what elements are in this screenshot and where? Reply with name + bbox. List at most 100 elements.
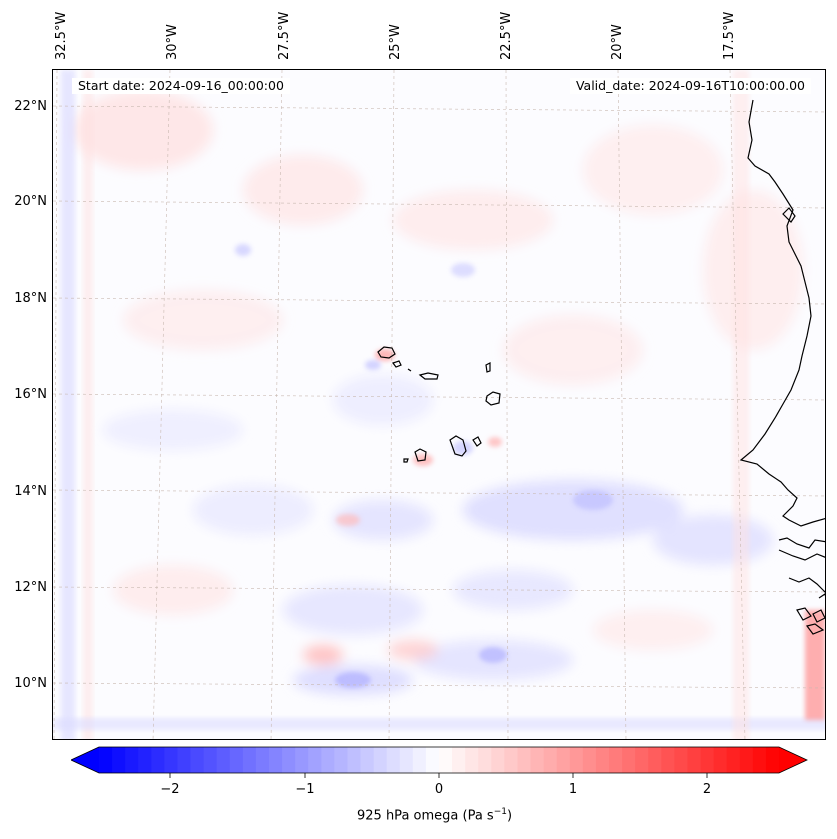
colorbar-cell <box>700 747 715 773</box>
colorbar-cell <box>269 747 283 773</box>
lat-label-14n: 14°N <box>14 484 47 499</box>
colorbar-cells <box>99 747 780 773</box>
lon-label-20w: 20°W <box>610 24 625 60</box>
boundary-artifacts <box>53 70 825 739</box>
colorbar-label: 925 hPa omega (Pa s−1) <box>357 807 512 823</box>
colorbar-cell <box>556 747 571 773</box>
colorbar-cell <box>491 747 505 773</box>
omega-field-map <box>53 70 825 739</box>
colorbar-cell <box>399 747 414 773</box>
colorbar-cell <box>203 747 218 773</box>
island-sao-nicolau <box>418 372 439 380</box>
colorbar-cell <box>439 747 453 773</box>
lon-label-22-5w: 22.5°W <box>499 11 514 60</box>
lat-label-16n: 16°N <box>14 387 47 402</box>
colorbar-cell <box>242 747 257 773</box>
coast-islet-3 <box>805 623 825 635</box>
colorbar-cell <box>412 747 427 773</box>
colorbar-cell <box>530 747 545 773</box>
coast-guinea <box>788 577 825 593</box>
colorbar-cell <box>465 747 479 773</box>
colorbar-cell <box>752 747 767 773</box>
colorbar-cell <box>661 747 675 773</box>
cape-verde-islands <box>377 346 501 463</box>
colorbar-cell <box>648 747 662 773</box>
colorbar-cell <box>151 747 165 773</box>
colorbar-cell <box>99 747 113 773</box>
coast-guinea-bissau <box>778 537 825 549</box>
omega-field-cells <box>235 244 613 688</box>
colorbar-cell <box>216 747 231 773</box>
colorbar-cell <box>373 747 388 773</box>
lat-label-22n: 22°N <box>14 99 47 114</box>
gridlines <box>53 70 825 739</box>
island-sal <box>485 362 491 373</box>
colorbar-cell <box>713 747 728 773</box>
lat-label-20n: 20°N <box>14 194 47 209</box>
colorbar-cell <box>739 747 754 773</box>
colorbar-cell <box>138 747 152 773</box>
colorbar-tick-0: 0 <box>434 782 444 797</box>
colorbar-label-exponent: −1 <box>493 807 507 817</box>
colorbar-cell <box>609 747 623 773</box>
colorbar-cell <box>321 747 335 773</box>
lon-label-25w: 25°W <box>388 24 403 60</box>
lon-label-30w: 30°W <box>165 24 180 60</box>
colorbar-label-close: ) <box>506 808 513 824</box>
colorbar-cell <box>543 747 558 773</box>
colorbar <box>71 746 808 778</box>
island-maio <box>472 436 482 447</box>
colorbar-cell <box>334 747 348 773</box>
colorbar-cell <box>112 747 126 773</box>
island-santa-luzia <box>407 368 412 372</box>
colorbar-tick-1: 1 <box>568 782 578 797</box>
colorbar-cell <box>282 747 296 773</box>
colorbar-cell <box>478 747 492 773</box>
colorbar-cell <box>595 747 610 773</box>
lat-label-12n: 12°N <box>14 580 47 595</box>
colorbar-tick-minus1: −1 <box>295 782 315 797</box>
island-santo-antao <box>377 346 396 359</box>
colorbar-cell <box>726 747 741 773</box>
island-fogo <box>414 448 427 462</box>
lon-label-27-5w: 27.5°W <box>277 11 292 60</box>
island-santiago <box>449 435 467 457</box>
colorbar-ticks <box>169 773 708 778</box>
coast-islet-1 <box>796 607 812 621</box>
colorbar-cell <box>190 747 205 773</box>
colorbar-cell <box>255 747 270 773</box>
colorbar-cell <box>164 747 178 773</box>
lat-label-18n: 18°N <box>14 291 47 306</box>
colorbar-cell <box>360 747 375 773</box>
west-africa-coastline <box>739 99 825 635</box>
start-date-label: Start date: 2024-09-16_00:00:00 <box>72 78 290 94</box>
colorbar-cell <box>452 747 466 773</box>
colorbar-cell <box>295 747 309 773</box>
island-brava <box>403 458 409 463</box>
coast-banc-arguin <box>782 207 796 223</box>
coast-senegal-gambia <box>739 99 825 527</box>
coast-guinea-bissau-2 <box>778 549 825 561</box>
colorbar-cell <box>308 747 322 773</box>
map-panel[interactable] <box>52 69 826 740</box>
colorbar-cell <box>425 747 440 773</box>
colorbar-cell <box>765 747 780 773</box>
coast-islet-2 <box>812 609 825 623</box>
colorbar-cell <box>582 747 597 773</box>
colorbar-cell <box>635 747 649 773</box>
lon-label-17-5w: 17.5°W <box>722 11 737 60</box>
colorbar-cell <box>569 747 584 773</box>
colorbar-cell <box>517 747 531 773</box>
colorbar-label-text: 925 hPa omega (Pa s <box>357 808 494 824</box>
colorbar-cell <box>386 747 401 773</box>
colorbar-cell <box>229 747 244 773</box>
colorbar-cell <box>177 747 191 773</box>
lon-label-32-5w: 32.5°W <box>54 11 69 60</box>
colorbar-cell <box>674 747 688 773</box>
island-sao-vicente <box>392 360 402 368</box>
colorbar-cell <box>347 747 361 773</box>
colorbar-cell <box>687 747 701 773</box>
colorbar-outline <box>71 746 808 774</box>
colorbar-tick-2: 2 <box>702 782 712 797</box>
colorbar-cell <box>125 747 139 773</box>
